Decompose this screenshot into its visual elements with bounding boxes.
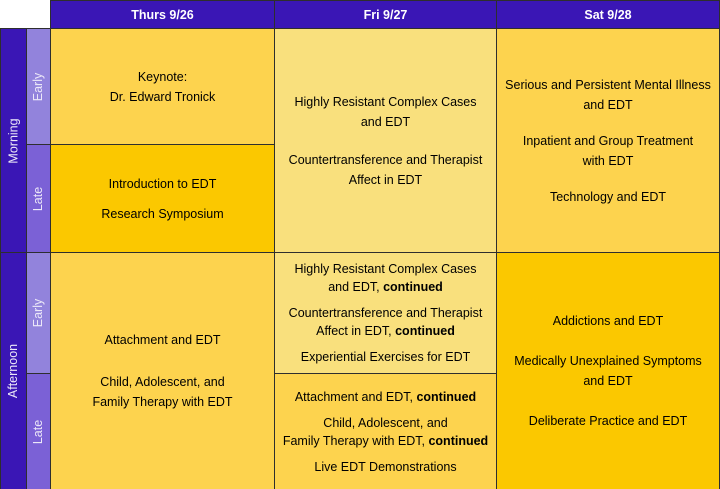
session-entry: Experiential Exercises for EDT	[300, 350, 471, 364]
row-group-label: Afternoon	[6, 343, 21, 399]
row-header-label: Late	[31, 419, 46, 444]
session-entry: Technology and EDT	[549, 189, 667, 204]
session-entry: Research Symposium	[101, 206, 224, 221]
column-header-label: Fri 9/27	[363, 7, 408, 22]
schedule-cell-friday-morning: Highly Resistant Complex Cases and EDT Cou…	[274, 28, 496, 252]
schedule-cell-saturday-morning: Serious and Persistent Mental Illness and…	[496, 28, 720, 252]
row-header-label: Late	[31, 186, 46, 211]
row-header-morning-early: Early	[26, 28, 50, 144]
session-entry: Medically Unexplained Symptoms and EDT	[514, 354, 702, 388]
row-header-label: Early	[31, 298, 46, 328]
session-entry: Attachment and EDT	[104, 333, 221, 347]
session-entry: Deliberate Practice and EDT	[528, 414, 688, 428]
row-header-afternoon-early: Early	[26, 252, 50, 373]
session-entry: Introduction to EDT	[108, 176, 217, 191]
schedule-cell-saturday-afternoon: Addictions and EDT Medically Unexplained …	[496, 252, 720, 489]
session-entry: Serious and Persistent Mental Illness and…	[505, 77, 711, 112]
row-group-label: Morning	[6, 117, 21, 164]
session-entry: Attachment and EDT, continued	[294, 389, 477, 404]
session-entry: Child, Adolescent, and Family Therapy wit…	[92, 375, 233, 409]
column-header-friday: Fri 9/27	[274, 0, 496, 28]
schedule-cell-thursday-afternoon: Attachment and EDT Child, Adolescent, and…	[50, 252, 274, 489]
session-entry: Child, Adolescent, and Family Therapy wit…	[282, 415, 489, 448]
row-header-afternoon-late: Late	[26, 373, 50, 489]
schedule-cell-thursday-morning-late: Introduction to EDT Research Symposium	[50, 144, 274, 252]
session-entry: Highly Resistant Complex Cases and EDT	[294, 94, 477, 129]
column-header-saturday: Sat 9/28	[496, 0, 720, 28]
session-entry: Live EDT Demonstrations	[314, 459, 457, 474]
row-header-label: Early	[31, 72, 46, 101]
row-group-morning: Morning	[0, 28, 26, 252]
column-header-label: Thurs 9/26	[131, 7, 194, 22]
column-header-thursday: Thurs 9/26	[50, 0, 274, 28]
session-entry: Countertransference and Therapist Affect …	[288, 306, 483, 338]
session-entry: Countertransference and Therapist Affect …	[288, 152, 483, 187]
schedule-cell-friday-afternoon-early: Highly Resistant Complex Cases and EDT, c…	[274, 252, 496, 373]
corner-spacer	[0, 0, 50, 28]
schedule-cell-thursday-morning-early: Keynote: Dr. Edward Tronick	[50, 28, 274, 144]
session-entry: Keynote: Dr. Edward Tronick	[109, 69, 216, 104]
schedule-cell-friday-afternoon-late: Attachment and EDT, continued Child, Adol…	[274, 373, 496, 489]
row-header-morning-late: Late	[26, 144, 50, 252]
session-entry: Highly Resistant Complex Cases and EDT, c…	[294, 262, 477, 294]
session-entry: Addictions and EDT	[552, 314, 664, 328]
column-header-label: Sat 9/28	[584, 7, 632, 22]
session-entry: Inpatient and Group Treatment with EDT	[522, 133, 694, 168]
row-group-afternoon: Afternoon	[0, 252, 26, 489]
